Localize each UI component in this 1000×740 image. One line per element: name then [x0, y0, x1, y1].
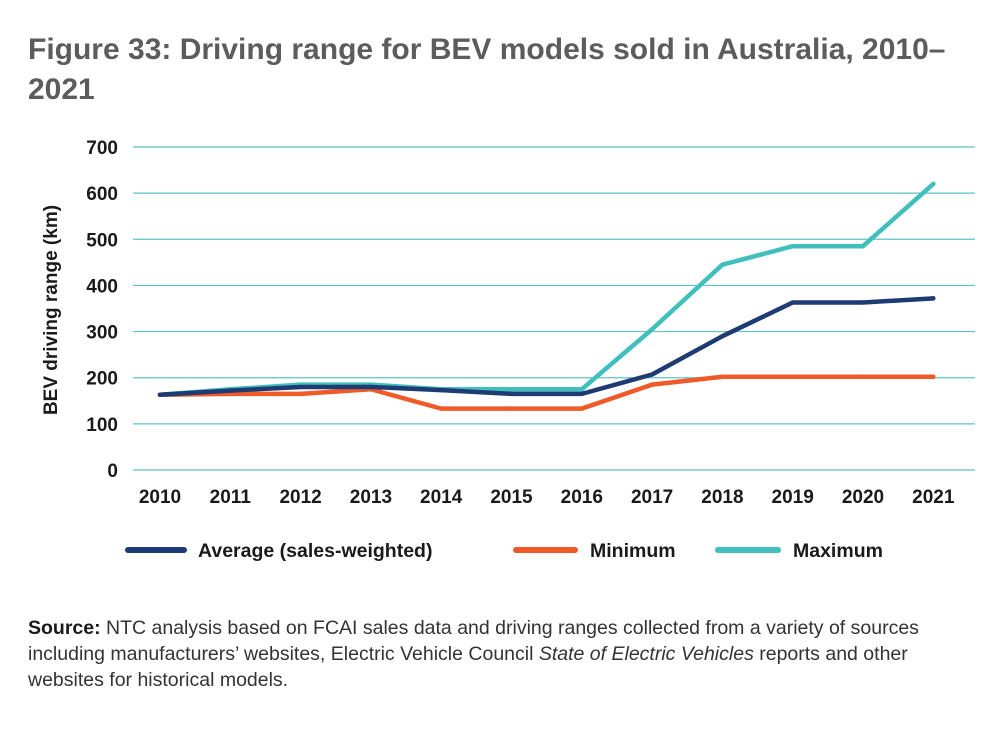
- x-axis-ticks: 2010 2011 2012 2013 2014 2015 2016 2017 2018 2019…: [139, 487, 955, 508]
- x-tick-label: 2020: [842, 487, 884, 508]
- x-tick-label: 2010: [139, 487, 181, 508]
- y-tick-label: 0: [107, 461, 118, 482]
- y-axis-label: BEV driving range (km): [41, 205, 62, 415]
- data-point-minimum-2020: [860, 374, 866, 379]
- data-point-average-2021: [931, 296, 936, 301]
- x-tick-label: 2012: [279, 487, 321, 508]
- data-point-average-2011: [228, 388, 233, 393]
- data-point-maximum-2020: [860, 244, 866, 249]
- y-tick-label: 200: [86, 369, 118, 390]
- data-point-maximum-2018: [720, 262, 725, 267]
- source-note: Source: NTC analysis based on FCAI sales…: [28, 615, 978, 693]
- series-line-maximum: [157, 181, 936, 398]
- legend-label-maximum: Maximum: [793, 540, 883, 562]
- x-tick-label: 2018: [701, 487, 743, 508]
- legend-label-average: Average (sales-weighted): [198, 540, 432, 562]
- data-point-maximum-2019: [790, 244, 795, 249]
- data-point-maximum-2016: [579, 387, 584, 392]
- data-point-average-2017: [649, 372, 655, 377]
- data-point-average-2020: [860, 300, 866, 305]
- x-tick-label: 2017: [631, 487, 673, 508]
- data-point-maximum-2021: [931, 181, 936, 187]
- data-point-average-2010: [157, 392, 163, 397]
- data-point-minimum-2019: [790, 374, 795, 379]
- data-point-minimum-2018: [720, 374, 725, 379]
- figure-title: Figure 33: Driving range for BEV models …: [28, 33, 946, 106]
- data-point-maximum-2015: [509, 387, 514, 392]
- data-point-average-2013: [368, 384, 374, 390]
- y-tick-label: 600: [86, 184, 118, 205]
- x-tick-label: 2011: [210, 487, 252, 508]
- legend-label-minimum: Minimum: [590, 540, 676, 562]
- gridlines: [133, 146, 975, 471]
- data-point-minimum-2015: [509, 406, 514, 411]
- source-label: Source:: [28, 617, 101, 639]
- data-point-minimum-2017: [649, 382, 655, 387]
- data-point-maximum-2017: [649, 327, 655, 332]
- data-point-minimum-2021: [931, 374, 936, 379]
- data-point-average-2019: [790, 300, 795, 305]
- data-point-minimum-2012: [298, 391, 303, 397]
- legend: Average (sales-weighted) Minimum Maximum: [125, 540, 883, 562]
- y-tick-label: 300: [86, 323, 118, 344]
- x-tick-label: 2014: [420, 487, 463, 508]
- data-point-average-2014: [439, 387, 444, 393]
- source-text-end: reports and other websites for historica…: [28, 643, 908, 691]
- series-lines: [157, 181, 936, 411]
- data-point-minimum-2016: [579, 406, 584, 411]
- data-point-minimum-2014: [439, 406, 444, 411]
- data-point-average-2016: [579, 391, 584, 397]
- source-italic-title: State of Electric Vehicles: [538, 643, 754, 665]
- y-tick-label: 700: [86, 138, 118, 159]
- y-tick-label: 500: [86, 230, 118, 251]
- x-tick-label: 2021: [912, 487, 955, 508]
- x-tick-label: 2013: [350, 487, 392, 508]
- series-line-average: [157, 296, 936, 398]
- y-tick-label: 100: [86, 415, 118, 436]
- series-line-minimum: [157, 374, 936, 411]
- source-text: NTC analysis based on FCAI sales data an…: [28, 617, 919, 665]
- data-point-average-2015: [509, 391, 514, 397]
- data-point-average-2018: [720, 333, 725, 339]
- x-tick-label: 2016: [561, 487, 603, 508]
- y-axis-ticks: 0 100 200 300 400 500 600 700: [86, 138, 118, 482]
- x-tick-label: 2015: [490, 487, 533, 508]
- y-tick-label: 400: [86, 276, 118, 297]
- x-tick-label: 2019: [772, 487, 814, 508]
- data-point-average-2012: [298, 384, 303, 390]
